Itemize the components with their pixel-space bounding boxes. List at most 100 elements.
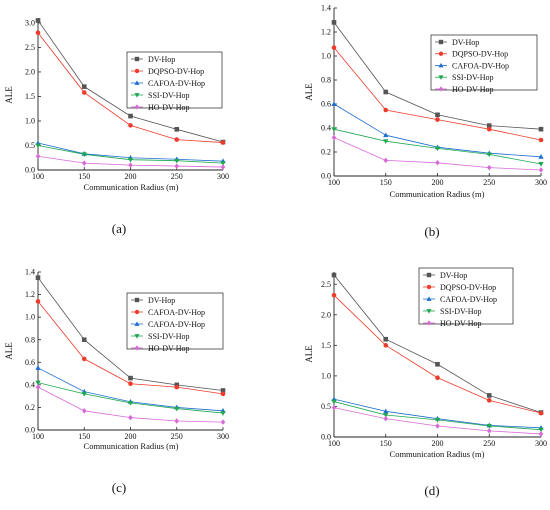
data-point xyxy=(127,400,134,406)
legend-marker xyxy=(134,345,140,351)
x-tick-label: 200 xyxy=(432,439,444,448)
legend-entry: CAFOA-DV-Hop xyxy=(452,61,509,70)
data-point xyxy=(434,417,441,423)
data-point xyxy=(128,414,133,421)
data-point xyxy=(35,153,41,160)
y-tick-label: 1.5 xyxy=(321,341,331,350)
y-tick-label: 1.5 xyxy=(25,92,35,101)
legend-entry: CAFOA-DV-Hop xyxy=(148,79,205,88)
data-point xyxy=(35,299,41,304)
y-tick-label: 1.0 xyxy=(25,117,35,126)
x-tick-label: 150 xyxy=(380,178,392,187)
data-point xyxy=(174,406,180,412)
data-point xyxy=(434,146,441,152)
data-point xyxy=(128,113,133,119)
y-tick-label: 2.0 xyxy=(25,68,35,77)
x-axis-label: Communication Radius (m) xyxy=(84,441,179,451)
panel-label: (b) xyxy=(424,224,439,239)
series-ssi-dv-hop xyxy=(331,127,544,167)
y-tick-label: 1.2 xyxy=(321,28,331,37)
data-point xyxy=(128,375,133,381)
x-tick-label: 250 xyxy=(171,432,183,441)
panel-label: (c) xyxy=(112,480,126,495)
data-point xyxy=(538,167,544,173)
data-point xyxy=(128,381,133,387)
y-tick-label: 2.5 xyxy=(25,43,35,52)
data-point xyxy=(538,154,544,159)
series-ho-dv-hop xyxy=(331,404,544,437)
legend-marker xyxy=(134,80,140,85)
legend-entry: HO-DV-Hop xyxy=(148,103,189,112)
data-point xyxy=(35,143,41,149)
legend-box xyxy=(126,292,224,350)
data-point xyxy=(174,384,180,390)
y-tick-label: 1.0 xyxy=(321,52,331,61)
x-axis-label: Communication Radius (m) xyxy=(390,189,485,199)
x-tick-label: 200 xyxy=(432,178,444,187)
data-point xyxy=(331,292,337,298)
x-tick-label: 150 xyxy=(380,439,392,448)
chart-panel-3: 0.0 0.2 0.4 0.6 0.8 1.0 1.2 1.4 100 150 200 250 300 C… xyxy=(4,268,229,495)
data-point xyxy=(220,161,226,166)
data-point xyxy=(383,139,389,144)
data-point xyxy=(435,160,440,166)
legend: DV-Hop DQPSO-DV-Hop CAFOA-DV-Hop SSI-DV-Hop… xyxy=(126,51,223,112)
data-point xyxy=(331,134,337,141)
legend-entry: CAFOA-DV-Hop xyxy=(440,295,497,304)
data-point xyxy=(220,140,226,145)
x-tick-label: 300 xyxy=(535,439,547,448)
legend-marker xyxy=(134,104,140,110)
y-tick-label: 0.5 xyxy=(321,402,331,411)
data-point xyxy=(35,384,41,390)
legend-marker xyxy=(438,86,444,92)
y-axis-label: ALE xyxy=(304,83,314,101)
legend-entry: HO-DV-Hop xyxy=(452,85,493,94)
chart-panel-4: 0.0 0.5 1.0 1.5 2.0 2.5 100 150 200 250 300 Communi… xyxy=(304,267,547,498)
y-tick-label: 1.4 xyxy=(25,268,35,277)
x-axis-label: Communication Radius (m) xyxy=(84,182,179,192)
y-tick-label: 2.0 xyxy=(321,310,331,319)
data-point xyxy=(435,375,440,381)
legend-marker xyxy=(438,39,444,45)
legend-entry: CAFOA-DV-Hop xyxy=(148,320,205,329)
y-tick-label: 0.5 xyxy=(25,141,35,150)
data-point xyxy=(81,391,87,397)
series-ho-dv-hop xyxy=(35,384,226,425)
legend-marker xyxy=(438,51,444,56)
data-point xyxy=(383,408,389,414)
legend-entry: DQPSO-DV-Hop xyxy=(440,283,496,292)
legend-entry: CAFOA-DV-Hop xyxy=(148,308,205,317)
data-point xyxy=(331,272,337,278)
y-tick-label: 0.0 xyxy=(321,172,331,181)
data-point xyxy=(486,152,492,158)
data-point xyxy=(220,419,226,425)
legend-entry: SSI-DV-Hop xyxy=(148,332,190,341)
data-point xyxy=(81,90,87,95)
data-point xyxy=(331,101,337,106)
legend-marker xyxy=(134,93,140,98)
data-point xyxy=(220,391,226,397)
chart-panel-1: 0.0 0.5 1.0 1.5 2.0 2.5 3.0 100 150 200 250 300 Comm… xyxy=(4,18,229,236)
legend: DV-Hop DQPSO-DV-Hop CAFOA-DV-Hop SSI-DV-Hop… xyxy=(418,267,514,328)
data-point xyxy=(538,137,544,143)
data-point xyxy=(538,162,544,167)
data-point xyxy=(127,157,134,163)
x-tick-label: 100 xyxy=(328,178,340,187)
legend: DV-Hop DQPSO-DV-Hop CAFOA-DV-Hop SSI-DV-Hop… xyxy=(430,34,538,94)
x-tick-label: 150 xyxy=(78,172,90,181)
x-tick-label: 250 xyxy=(483,178,495,187)
legend-marker xyxy=(134,334,140,339)
legend-entry: DQPSO-DV-Hop xyxy=(452,50,508,59)
data-point xyxy=(383,132,389,138)
legend-entry: HO-DV-Hop xyxy=(148,344,189,353)
legend: DV-Hop CAFOA-DV-Hop CAFOA-DV-Hop SSI-DV-Hop… xyxy=(126,292,224,353)
legend-marker xyxy=(438,75,444,80)
data-point xyxy=(435,361,440,367)
data-point xyxy=(383,336,389,342)
data-point xyxy=(383,343,389,348)
series-ssi-dv-hop xyxy=(35,380,226,416)
data-point xyxy=(174,137,180,142)
data-point xyxy=(538,410,544,416)
y-axis-label: ALE xyxy=(4,86,14,104)
legend-entry: DV-Hop xyxy=(148,296,175,305)
